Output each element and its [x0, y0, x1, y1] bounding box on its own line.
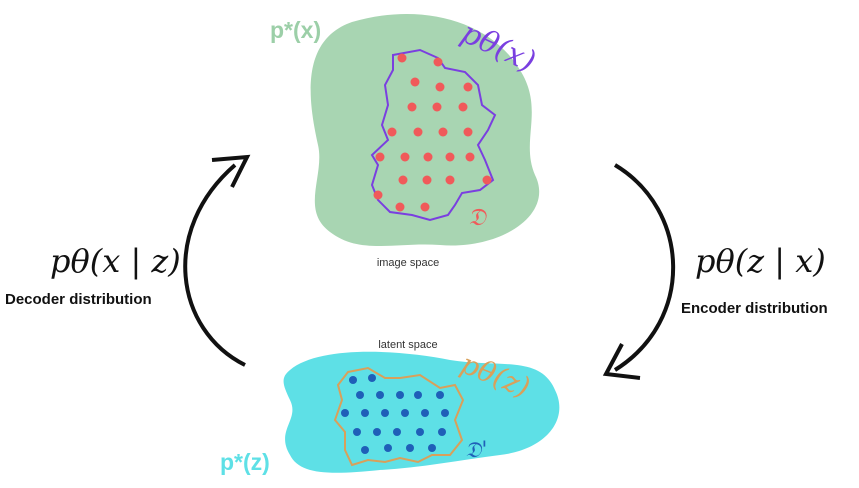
- decoder-label: Decoder distribution: [5, 291, 152, 308]
- image-point: [439, 128, 448, 137]
- latent-point: [376, 391, 384, 399]
- image-point: [374, 191, 383, 200]
- encoder-formula: pθ(z | x): [695, 242, 826, 280]
- image-point: [466, 153, 475, 162]
- image-space-caption: image space: [377, 257, 439, 269]
- latent-point: [361, 409, 369, 417]
- encoder-arrow: [615, 165, 673, 370]
- latent-space-caption: latent space: [378, 339, 437, 351]
- image-point: [423, 176, 432, 185]
- image-point: [396, 203, 405, 212]
- image-point: [376, 153, 385, 162]
- image-distribution-label: p*(x): [270, 17, 321, 43]
- latent-point: [428, 444, 436, 452]
- image-point: [433, 103, 442, 112]
- image-point: [459, 103, 468, 112]
- image-point: [401, 153, 410, 162]
- latent-point: [401, 409, 409, 417]
- image-dataset-label: 𝔇: [468, 203, 487, 231]
- latent-point: [341, 409, 349, 417]
- latent-point: [436, 391, 444, 399]
- latent-point: [421, 409, 429, 417]
- image-point: [464, 83, 473, 92]
- latent-point: [441, 409, 449, 417]
- image-point: [398, 54, 407, 63]
- encoder-arrowhead: [606, 344, 640, 378]
- image-point: [446, 176, 455, 185]
- image-point: [424, 153, 433, 162]
- image-point: [388, 128, 397, 137]
- latent-point: [361, 446, 369, 454]
- latent-point: [384, 444, 392, 452]
- latent-point: [353, 428, 361, 436]
- image-point: [434, 58, 443, 67]
- image-point: [483, 176, 492, 185]
- latent-point: [368, 374, 376, 382]
- latent-point: [373, 428, 381, 436]
- latent-point: [416, 428, 424, 436]
- image-point: [464, 128, 473, 137]
- latent-point: [414, 391, 422, 399]
- latent-point: [356, 391, 364, 399]
- latent-point: [349, 376, 357, 384]
- latent-distribution-label: p*(z): [220, 449, 270, 475]
- decoder-formula: pθ(x | z): [50, 242, 181, 280]
- latent-dataset-label: 𝔇': [465, 438, 487, 463]
- latent-point: [438, 428, 446, 436]
- latent-point: [396, 391, 404, 399]
- image-point: [408, 103, 417, 112]
- image-point: [421, 203, 430, 212]
- decoder-arrow: [185, 165, 245, 365]
- image-point: [414, 128, 423, 137]
- latent-point: [406, 444, 414, 452]
- image-point: [411, 78, 420, 87]
- encoder-label: Encoder distribution: [681, 300, 828, 317]
- image-point: [436, 83, 445, 92]
- image-point: [399, 176, 408, 185]
- latent-point: [381, 409, 389, 417]
- image-point: [446, 153, 455, 162]
- latent-point: [393, 428, 401, 436]
